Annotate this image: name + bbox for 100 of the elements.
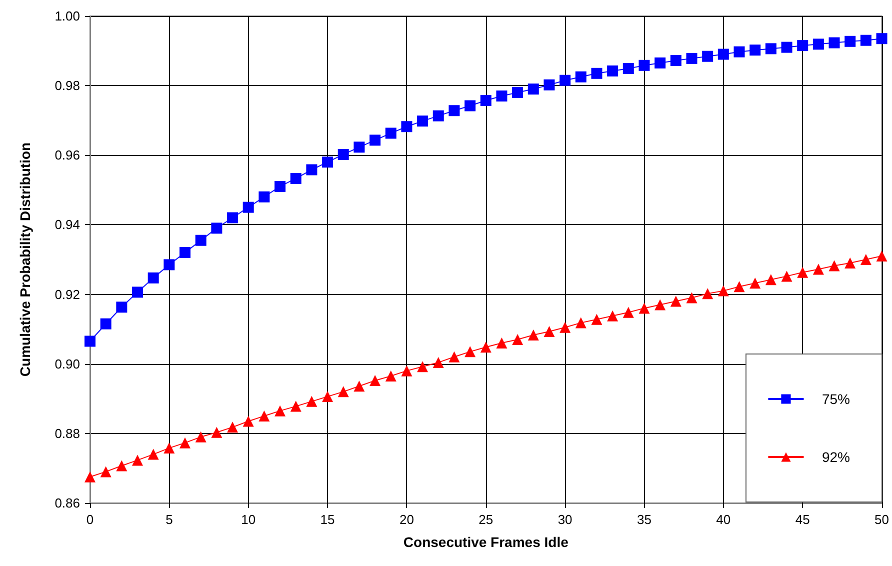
point <box>132 286 144 298</box>
point <box>607 65 618 76</box>
point <box>670 55 682 66</box>
point <box>180 437 191 448</box>
point <box>164 259 175 270</box>
point <box>702 50 714 62</box>
point <box>638 60 650 71</box>
point <box>464 100 476 112</box>
point <box>638 302 650 314</box>
point <box>607 310 618 322</box>
point <box>148 448 159 460</box>
point <box>560 322 571 333</box>
y-tick-label: 0.92 <box>54 286 80 302</box>
point <box>432 356 444 368</box>
point <box>180 247 191 258</box>
point <box>544 79 555 90</box>
point <box>654 57 666 68</box>
point <box>448 351 460 362</box>
point <box>781 42 792 53</box>
point <box>734 46 745 58</box>
point <box>765 274 776 286</box>
point <box>718 285 729 296</box>
point <box>132 454 144 466</box>
point <box>211 426 222 438</box>
point <box>591 314 602 325</box>
y-tick-label: 0.98 <box>54 78 80 94</box>
point <box>290 400 302 412</box>
y-tick-label: 1.00 <box>54 8 80 24</box>
y-tick-label: 0.86 <box>54 496 80 510</box>
point <box>290 172 302 184</box>
x-tick-label: 5 <box>166 512 173 527</box>
point <box>844 257 856 268</box>
x-tick-label: 40 <box>716 512 731 527</box>
point <box>84 336 96 347</box>
point <box>227 212 238 224</box>
point <box>116 460 128 472</box>
point <box>797 266 808 278</box>
x-tick-label: 50 <box>874 512 890 527</box>
point <box>480 342 492 353</box>
point <box>417 361 428 372</box>
point <box>401 121 412 132</box>
y-tick-label: 0.88 <box>54 426 80 441</box>
point <box>812 264 824 275</box>
point <box>622 306 634 318</box>
y-tick-label: 0.94 <box>54 217 80 232</box>
point <box>354 380 365 392</box>
x-tick-label: 25 <box>478 512 494 527</box>
point <box>116 302 128 313</box>
point <box>781 270 792 282</box>
point <box>544 326 555 338</box>
point <box>401 365 412 376</box>
point <box>385 370 396 382</box>
point <box>828 260 840 272</box>
x-tick-label: 0 <box>86 512 94 527</box>
point <box>765 43 776 54</box>
x-axis-title: Consecutive Frames Idle <box>403 534 569 550</box>
point <box>860 34 872 46</box>
point <box>876 33 888 44</box>
point <box>258 410 270 422</box>
point <box>686 52 698 64</box>
point <box>686 292 698 304</box>
point <box>100 318 112 330</box>
point <box>274 180 286 192</box>
point <box>195 431 206 442</box>
point <box>385 128 396 139</box>
point <box>258 191 270 202</box>
point <box>274 405 286 416</box>
point <box>750 278 761 289</box>
x-tick-label: 30 <box>558 512 572 527</box>
point <box>512 334 524 346</box>
point <box>560 74 571 86</box>
point <box>306 164 318 176</box>
point <box>528 329 539 340</box>
point <box>718 48 729 60</box>
y-tick-label: 0.90 <box>54 356 80 372</box>
y-axis-title: Cumulative Probability Distribution <box>17 142 33 377</box>
point <box>322 156 334 168</box>
point <box>654 299 666 310</box>
legend-label: 75% <box>822 391 850 407</box>
x-tick-label: 35 <box>637 512 652 527</box>
point <box>338 386 349 398</box>
point <box>860 254 872 265</box>
point <box>242 416 254 427</box>
x-tick-label: 45 <box>795 512 810 527</box>
point <box>242 202 254 213</box>
point <box>417 116 428 127</box>
point <box>797 40 808 52</box>
point <box>496 90 508 102</box>
point <box>750 44 761 56</box>
point <box>227 422 238 433</box>
point <box>338 148 349 160</box>
point <box>622 63 634 74</box>
x-tick-label: 15 <box>320 512 335 527</box>
point <box>164 442 175 454</box>
point <box>575 317 586 328</box>
point <box>370 134 381 146</box>
point <box>670 296 682 307</box>
point <box>591 68 602 79</box>
point <box>496 337 508 348</box>
point <box>528 84 539 95</box>
